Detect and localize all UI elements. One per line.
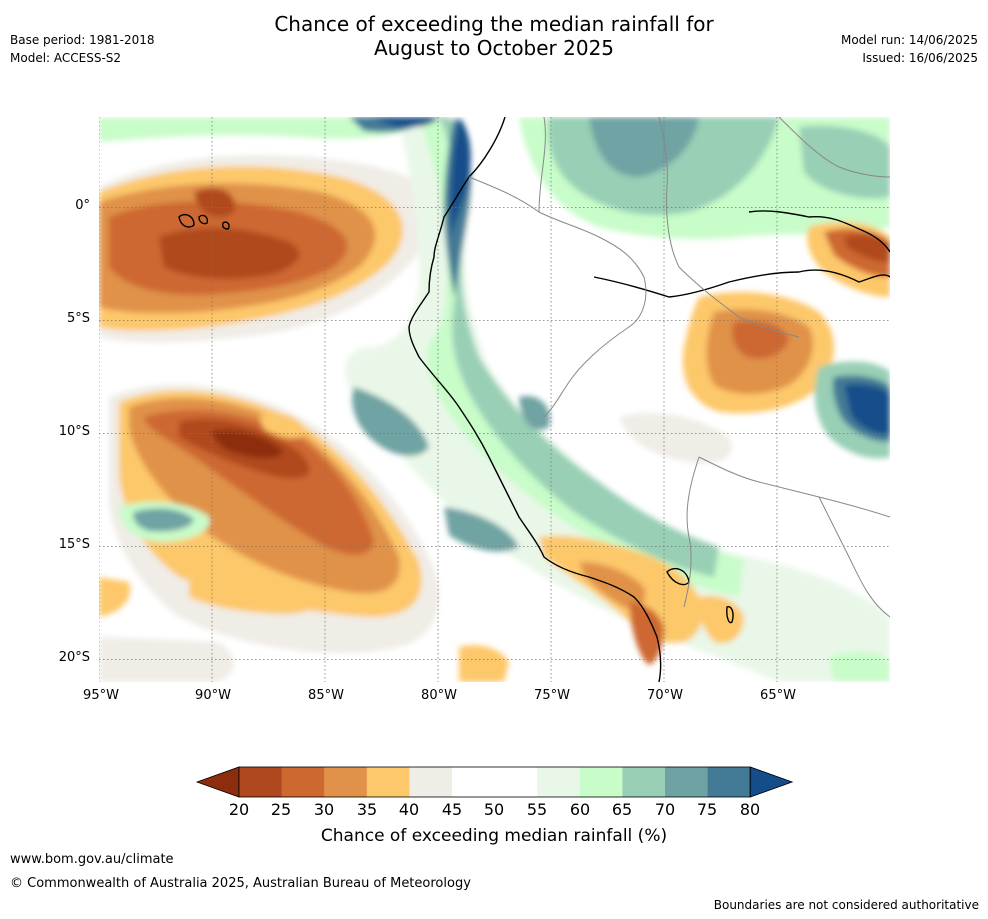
colorbar-label: Chance of exceeding median rainfall (%): [320, 826, 668, 846]
lat-label-10s: 10°S: [58, 424, 90, 439]
lat-label-15s: 15°S: [58, 537, 90, 552]
title-line-1: Chance of exceeding the median rainfall …: [274, 12, 714, 36]
colorbar-band-7: [537, 767, 581, 797]
copyright-text: © Commonwealth of Australia 2025, Austra…: [10, 876, 471, 891]
colorbar-tick-30: 30: [313, 800, 335, 819]
meta-left: Base period: 1981-2018 Model: ACCESS-S2: [10, 31, 155, 67]
base-period-text: Base period: 1981-2018: [10, 33, 155, 47]
lon-label-85w: 85°W: [308, 688, 344, 703]
coastline: [178, 117, 890, 682]
colorbar-extend-high: [749, 766, 794, 798]
colorbar-band-4: [409, 767, 453, 797]
colorbar-tick-50: 50: [483, 800, 505, 819]
title-line-2: August to October 2025: [373, 36, 615, 60]
rainfall-map: [99, 117, 890, 682]
lat-label-5s: 5°S: [66, 311, 90, 326]
colorbar-border: [238, 766, 751, 798]
colorbar-tick-40: 40: [398, 800, 420, 819]
lon-label-70w: 70°W: [647, 688, 683, 703]
lon-label-80w: 80°W: [421, 688, 457, 703]
lat-label-20s: 20°S: [58, 650, 90, 665]
map-title: Chance of exceeding the median rainfall …: [0, 12, 988, 60]
colorbar-band-3: [366, 767, 410, 797]
colorbar-tick-80: 80: [739, 800, 761, 819]
lat-label-0: 0°: [75, 198, 90, 213]
colorbar-band-0: [239, 767, 283, 797]
model-run-text: Model run: 14/06/2025: [840, 33, 978, 47]
colorbar-tick-55: 55: [526, 800, 548, 819]
colorbar-tick-65: 65: [611, 800, 633, 819]
lon-label-65w: 65°W: [760, 688, 796, 703]
colorbar-tick-20: 20: [228, 800, 250, 819]
lon-label-95w: 95°W: [83, 688, 119, 703]
lon-label-75w: 75°W: [534, 688, 570, 703]
colorbar-band-11: [707, 767, 751, 797]
website-link[interactable]: www.bom.gov.au/climate: [10, 852, 174, 867]
issued-text: Issued: 16/06/2025: [862, 51, 978, 65]
model-text: Model: ACCESS-S2: [10, 51, 122, 65]
disclaimer-text: Boundaries are not considered authoritat…: [713, 898, 979, 912]
colorbar-band-2: [324, 767, 368, 797]
lon-label-90w: 90°W: [195, 688, 231, 703]
colorbar-band-10: [665, 767, 709, 797]
meta-right: Model run: 14/06/2025 Issued: 16/06/2025: [841, 31, 978, 67]
colorbar: [195, 766, 794, 798]
colorbar-band-1: [281, 767, 325, 797]
contour-fills: [99, 117, 890, 682]
country-boundaries: [468, 117, 890, 618]
colorbar-extend-low: [195, 766, 240, 798]
colorbar-band-8: [579, 767, 623, 797]
colorbar-tick-60: 60: [569, 800, 591, 819]
colorbar-tick-45: 45: [441, 800, 463, 819]
colorbar-band-6: [494, 767, 538, 797]
colorbar-band-9: [622, 767, 666, 797]
colorbar-tick-70: 70: [654, 800, 676, 819]
colorbar-tick-75: 75: [696, 800, 718, 819]
colorbar-tick-35: 35: [356, 800, 378, 819]
colorbar-tick-25: 25: [270, 800, 292, 819]
colorbar-band-5: [452, 767, 496, 797]
